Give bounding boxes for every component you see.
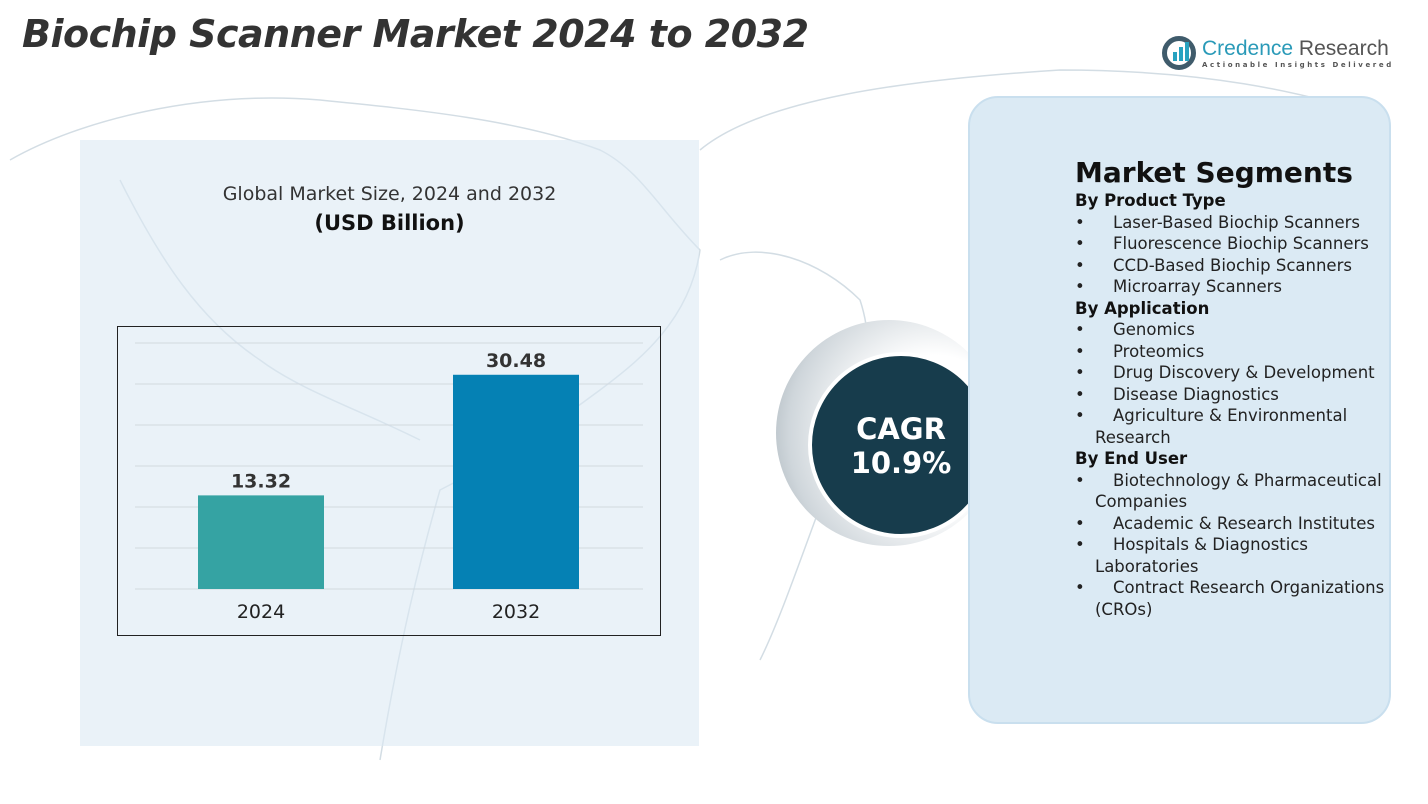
segment-item: Biotechnology & Pharmaceutical Companies	[1075, 470, 1385, 513]
segment-item: Academic & Research Institutes	[1075, 513, 1385, 535]
segment-list: Laser-Based Biochip ScannersFluorescence…	[1075, 212, 1385, 298]
data-label: 30.48	[486, 350, 546, 372]
cagr-label: CAGR	[856, 412, 946, 446]
segment-item: Drug Discovery & Development	[1075, 362, 1385, 384]
segment-item: Agriculture & Environmental Research	[1075, 405, 1385, 448]
bar-2032	[453, 374, 579, 589]
segment-heading: By End User	[1075, 449, 1188, 468]
chart-title: Global Market Size, 2024 and 2032	[222, 183, 557, 205]
cagr-badge: CAGR 10.9%	[808, 352, 994, 538]
segment-list: Biotechnology & Pharmaceutical Companies…	[1075, 470, 1385, 621]
segment-heading: By Application	[1075, 298, 1210, 318]
segment-item: Laser-Based Biochip Scanners	[1075, 212, 1385, 234]
credence-research-logo: Credence Research Actionable Insights De…	[1162, 36, 1394, 70]
segment-item: Fluorescence Biochip Scanners	[1075, 233, 1385, 255]
segment-heading: By Product Type	[1075, 191, 1226, 210]
market-segments: Market Segments By Product Type Laser-Bas…	[1075, 156, 1385, 620]
logo-tagline: Actionable Insights Delivered	[1202, 61, 1394, 69]
x-tick-label: 2032	[492, 601, 540, 623]
data-label: 13.32	[231, 470, 291, 492]
cagr-value: 10.9%	[850, 446, 952, 480]
logo-name-1: Credence	[1202, 37, 1294, 60]
segments-title: Market Segments	[1075, 156, 1353, 189]
segment-item: CCD-Based Biochip Scanners	[1075, 255, 1385, 277]
segment-list: GenomicsProteomicsDrug Discovery & Devel…	[1075, 319, 1385, 448]
page-title: Biochip Scanner Market 2024 to 2032	[22, 12, 809, 56]
segment-item: Hospitals & Diagnostics Laboratories	[1075, 534, 1385, 577]
chart-header: Global Market Size, 2024 and 2032 (USD B…	[80, 183, 699, 235]
bar-chart-logo-icon	[1162, 36, 1196, 70]
chart-subtitle: (USD Billion)	[314, 211, 465, 235]
segment-item: Genomics	[1075, 319, 1385, 341]
segment-item: Microarray Scanners	[1075, 276, 1385, 298]
bar-2024	[198, 495, 324, 589]
chart-panel	[80, 140, 699, 746]
chart-frame	[117, 326, 661, 636]
logo-name-2: Research	[1293, 37, 1389, 60]
x-tick-label: 2024	[237, 601, 285, 623]
segment-item: Disease Diagnostics	[1075, 384, 1385, 406]
bar-chart: 13.32 2024 30.48 2032	[117, 326, 661, 636]
segment-item: Contract Research Organizations (CROs)	[1075, 577, 1385, 620]
segment-item: Proteomics	[1075, 341, 1385, 363]
